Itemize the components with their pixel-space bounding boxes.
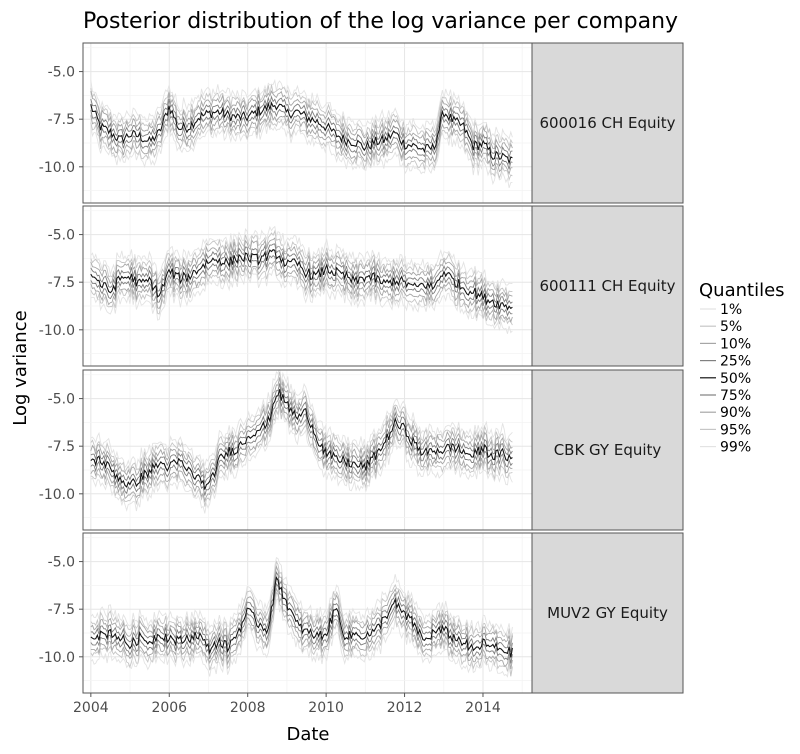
legend-label: 50%	[720, 371, 751, 387]
series-line-q1	[90, 370, 513, 469]
x-axis: 2004 2006 2008 2010 2012 2014	[73, 693, 501, 716]
facet-strip	[531, 532, 684, 694]
series-line-q75	[90, 254, 513, 317]
series-line-q50	[90, 389, 513, 490]
series-group	[90, 78, 513, 188]
series-line-q90	[90, 112, 513, 176]
series-group	[90, 370, 513, 514]
series-line-q90	[90, 260, 513, 324]
series-line-q90	[90, 587, 513, 670]
panel-grid	[83, 533, 532, 693]
legend: Quantiles 1%5%10% 25%50%75%90%95% 99%	[699, 280, 785, 456]
y-tick-label: -5.0	[48, 228, 75, 244]
series-line-q10	[90, 90, 513, 152]
y-tick-label: -5.0	[48, 555, 75, 571]
legend-entry: 95%	[700, 422, 751, 438]
legend-entry: 25%	[700, 354, 751, 370]
y-tick-label: -5.0	[48, 65, 75, 81]
panel-background	[83, 370, 532, 530]
panel-grid	[83, 206, 532, 366]
x-tick-label: 2012	[387, 700, 423, 716]
legend-entry: 10%	[700, 336, 751, 352]
y-tick-label: -7.5	[48, 112, 75, 128]
series-line-q50	[90, 101, 513, 166]
facet-panel: CBK GY Equity -5.0 -7.5 -10.0	[39, 369, 684, 531]
y-tick-label: -10.0	[39, 160, 75, 176]
series-line-q10	[90, 564, 513, 647]
series-line-q75	[90, 394, 513, 496]
series-line-q25	[90, 243, 513, 306]
facet-panel: 600016 CH Equity -5.0 -7.5 -10.0	[39, 42, 684, 204]
series-line-q99	[90, 122, 513, 188]
legend-entry: 99%	[700, 440, 751, 456]
x-tick-label: 2006	[151, 700, 187, 716]
y-tick-label: -7.5	[48, 275, 75, 291]
y-tick-label: -10.0	[39, 323, 75, 339]
facet-strip-label: 600016 CH Equity	[540, 114, 676, 132]
series-line-q25	[90, 95, 513, 160]
legend-label: 95%	[720, 422, 751, 438]
x-tick-label: 2004	[73, 700, 109, 716]
series-line-q10	[90, 237, 513, 302]
series-line-q99	[90, 597, 513, 678]
legend-entry: 75%	[700, 388, 751, 404]
legend-label: 25%	[720, 354, 751, 370]
x-tick-label: 2008	[230, 700, 266, 716]
series-line-q95	[90, 404, 513, 507]
chart-title: Posterior distribution of the log varian…	[83, 9, 678, 34]
series-line-q50	[90, 575, 513, 658]
series-line-q1	[90, 557, 513, 637]
series-line-q10	[90, 377, 513, 479]
series-line-q50	[90, 249, 513, 311]
legend-entry: 1%	[700, 302, 742, 318]
legend-label: 1%	[720, 302, 742, 318]
legend-entry: 5%	[700, 319, 742, 335]
facet-strip	[531, 42, 684, 204]
facet-panel: 600111 CH Equity -5.0 -7.5 -10.0	[39, 205, 684, 367]
series-line-q5	[90, 371, 513, 474]
y-axis-label: Log variance	[10, 310, 31, 425]
facet-strip-label: CBK GY Equity	[554, 441, 662, 459]
facet-strip	[531, 205, 684, 367]
legend-title: Quantiles	[699, 280, 785, 301]
series-line-q1	[90, 225, 513, 290]
legend-label: 75%	[720, 388, 751, 404]
series-line-q90	[90, 399, 513, 503]
series-line-q5	[90, 560, 513, 644]
series-line-q25	[90, 571, 513, 652]
series-line-q5	[90, 229, 513, 298]
y-tick-label: -10.0	[39, 650, 75, 666]
series-line-q25	[90, 383, 513, 485]
series-group	[90, 557, 513, 678]
series-line-q1	[90, 78, 513, 141]
y-tick-label: -10.0	[39, 487, 75, 503]
facet-strip	[531, 369, 684, 531]
legend-label: 5%	[720, 319, 742, 335]
series-line-q75	[90, 106, 513, 170]
x-axis-label: Date	[286, 724, 329, 745]
legend-label: 10%	[720, 336, 751, 352]
series-line-q95	[90, 118, 513, 182]
legend-entry: 50%	[700, 371, 751, 387]
x-tick-label: 2010	[308, 700, 344, 716]
y-tick-label: -7.5	[48, 439, 75, 455]
legend-entry: 90%	[700, 405, 751, 421]
panel-background	[83, 206, 532, 366]
facet-strip-label: 600111 CH Equity	[540, 277, 676, 295]
y-tick-label: -7.5	[48, 602, 75, 618]
series-line-q5	[90, 84, 513, 148]
y-tick-label: -5.0	[48, 392, 75, 408]
legend-label: 99%	[720, 440, 751, 456]
series-group	[90, 225, 513, 334]
facet-panel: MUV2 GY Equity -5.0 -7.5 -10.0	[39, 532, 684, 694]
x-tick-label: 2014	[465, 700, 501, 716]
legend-label: 90%	[720, 405, 751, 421]
facet-strip-label: MUV2 GY Equity	[547, 604, 668, 622]
series-line-q75	[90, 582, 513, 664]
